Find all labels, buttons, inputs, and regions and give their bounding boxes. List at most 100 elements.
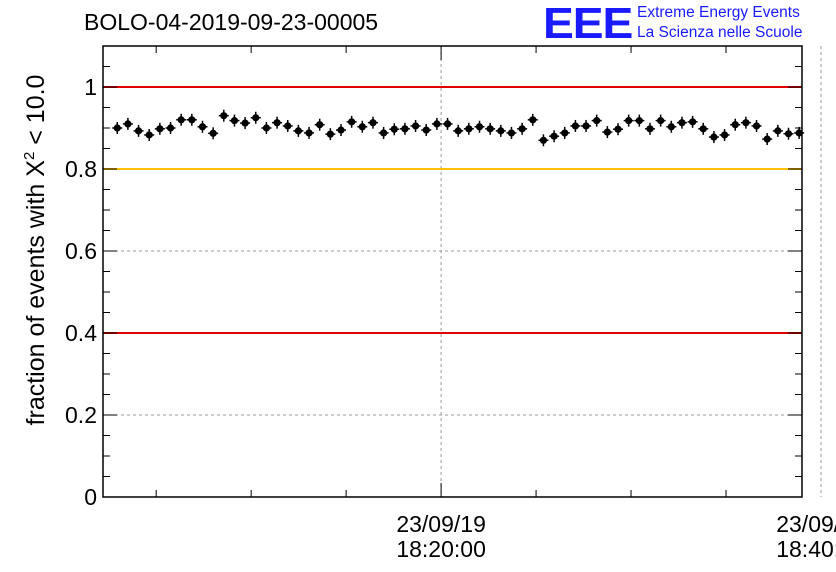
data-point: [762, 133, 773, 146]
y-axis-label-condition: < 10.0: [22, 74, 50, 152]
point-marker: [230, 117, 239, 125]
point-marker: [220, 112, 228, 120]
point-marker: [198, 123, 207, 131]
data-point: [666, 120, 677, 133]
x-tick-label-time: 18:40:00: [776, 536, 836, 562]
point-marker: [763, 135, 771, 143]
data-point: [229, 114, 240, 127]
point-marker: [188, 116, 196, 124]
data-point: [197, 120, 208, 133]
data-point: [623, 114, 634, 127]
data-point: [730, 118, 741, 131]
plot-frame: [102, 45, 803, 498]
point-marker: [273, 119, 281, 127]
data-point: [389, 123, 400, 136]
logo-line-project: Extreme Energy Events: [637, 4, 800, 21]
point-marker: [358, 123, 366, 131]
point-marker: [166, 124, 175, 132]
data-point: [357, 120, 368, 133]
data-point: [261, 122, 272, 134]
data-point: [634, 114, 645, 127]
y-tick-label: 1: [84, 74, 97, 100]
x-tick-label-date: 23/09/19: [776, 511, 836, 537]
point-marker: [124, 120, 132, 128]
point-marker: [454, 127, 462, 135]
point-marker: [742, 119, 750, 127]
data-point: [676, 116, 687, 129]
point-marker: [571, 122, 580, 130]
point-marker: [507, 129, 516, 137]
point-marker: [156, 125, 164, 133]
point-marker: [710, 133, 718, 141]
data-point: [112, 122, 123, 134]
point-marker: [209, 129, 217, 137]
data-point: [591, 114, 602, 127]
point-marker: [497, 127, 505, 135]
data-point: [421, 124, 432, 137]
point-marker: [529, 116, 537, 124]
point-marker: [348, 118, 356, 126]
data-point: [431, 117, 442, 130]
point-marker: [689, 118, 697, 126]
data-point: [410, 119, 421, 132]
point-marker: [678, 119, 686, 127]
data-point: [708, 131, 719, 144]
data-point: [506, 126, 517, 139]
point-marker: [465, 125, 473, 133]
data-point: [527, 113, 538, 126]
point-marker: [667, 123, 675, 131]
data-point: [644, 122, 655, 135]
data-point: [367, 116, 378, 129]
data-point: [335, 124, 346, 137]
point-marker: [486, 125, 494, 133]
point-marker: [401, 125, 409, 133]
eee-logo: EEE Extreme Energy Events La Scienza nel…: [543, 2, 833, 46]
data-point: [346, 115, 357, 128]
point-marker: [539, 136, 548, 144]
data-point: [719, 128, 730, 141]
data-point: [453, 124, 464, 137]
logo-line-subtitle: La Scienza nelle Scuole: [637, 24, 803, 41]
y-tick-label: 0.4: [65, 320, 97, 346]
data-point: [282, 119, 293, 132]
point-marker: [593, 117, 601, 125]
point-marker: [699, 125, 707, 133]
data-point: [687, 115, 698, 128]
data-point: [570, 119, 581, 132]
point-marker: [784, 130, 793, 138]
data-point: [176, 113, 187, 126]
point-marker: [145, 131, 153, 139]
data-point: [144, 128, 155, 141]
reference-lines: [103, 86, 802, 334]
data-point: [304, 126, 315, 139]
grid-lines: [103, 46, 822, 497]
data-point: [208, 127, 219, 140]
point-marker: [635, 117, 643, 125]
data-point: [218, 109, 229, 122]
data-point: [250, 111, 261, 124]
y-axis-label-superscript: 2: [21, 151, 38, 161]
data-point: [698, 122, 709, 135]
point-marker: [316, 121, 324, 129]
x-tick-label-date: 23/09/19: [396, 511, 486, 537]
point-marker: [443, 120, 452, 128]
data-points: [112, 109, 805, 147]
point-marker: [337, 126, 345, 134]
point-marker: [305, 129, 313, 137]
data-point: [154, 122, 165, 135]
point-marker: [113, 124, 121, 132]
point-marker: [284, 122, 292, 130]
point-marker: [475, 123, 484, 131]
data-point: [293, 124, 304, 137]
data-point: [463, 122, 474, 135]
data-point: [495, 124, 506, 137]
point-marker: [720, 131, 729, 139]
point-marker: [380, 129, 388, 137]
data-point: [325, 128, 336, 141]
data-point: [399, 122, 410, 135]
point-marker: [262, 124, 271, 132]
data-point: [186, 113, 197, 126]
data-point: [122, 117, 133, 130]
data-point: [485, 122, 496, 135]
